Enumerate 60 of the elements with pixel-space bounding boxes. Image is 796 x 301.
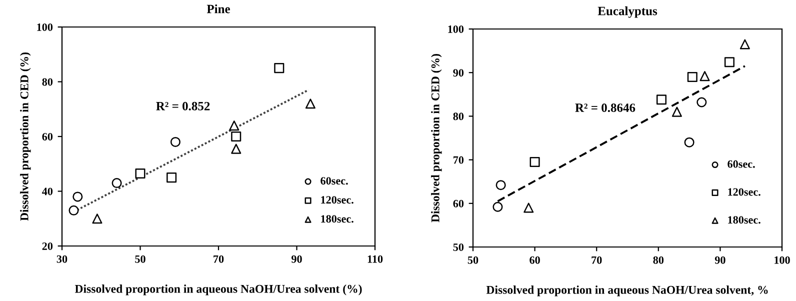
y-tick-label: 100	[37, 23, 53, 31]
x-tick-label: 70	[214, 255, 224, 263]
legend-label: 60sec.	[320, 177, 348, 185]
x-axis-title: Dissolved proportion in aqueous NaOH/Urea solvent (%)	[74, 284, 362, 296]
legend-label: 60sec.	[728, 160, 755, 168]
point	[672, 106, 682, 117]
point	[274, 63, 284, 74]
point	[68, 205, 79, 216]
y-axis-title: Dissolved proportion in CED (%)	[431, 54, 442, 222]
y-tick-label: 50	[453, 243, 464, 251]
x-tick-label: 60	[530, 256, 540, 264]
point	[524, 202, 534, 213]
chart-title: Pine	[206, 4, 230, 14]
point	[700, 71, 710, 82]
legend-label: 120sec.	[321, 196, 354, 204]
point	[684, 137, 694, 148]
x-tick-label: 70	[592, 256, 602, 264]
annotation: R² = 0.852	[156, 102, 210, 110]
y-axis-title: Dissolved proportion in CED (%)	[20, 52, 31, 221]
x-tick-label: 30	[56, 255, 68, 263]
y-tick-label: 20	[42, 242, 53, 250]
y-tick-label: 70	[453, 156, 464, 164]
chart-title: Eucalyptus	[598, 6, 658, 18]
x-tick-label: 110	[368, 255, 383, 263]
y-tick-label: 80	[42, 78, 53, 86]
y-tick-label: 90	[453, 69, 464, 77]
x-axis-title: Dissolved proportion in aqueous NaOH/Urea solvent, %	[486, 286, 768, 296]
point	[166, 172, 177, 183]
x-tick-label: 90	[714, 256, 726, 264]
x-tick-label: 80	[653, 256, 664, 264]
y-tick-label: 80	[453, 112, 464, 120]
legend-label: 120sec.	[728, 188, 760, 196]
point	[656, 94, 667, 105]
x-tick-label: 100	[774, 256, 790, 264]
point	[496, 180, 506, 190]
point	[740, 39, 750, 50]
y-tick-label: 60	[42, 132, 53, 140]
x-tick-label: 50	[135, 255, 146, 263]
y-tick-label: 100	[448, 25, 464, 33]
point	[112, 178, 122, 188]
y-tick-label: 60	[453, 200, 464, 208]
legend-label: 180sec.	[728, 216, 760, 224]
point	[696, 97, 707, 108]
point	[92, 214, 102, 224]
y-tick-label: 40	[42, 188, 53, 196]
point	[72, 192, 83, 202]
point	[229, 120, 240, 131]
point	[231, 131, 242, 142]
point	[305, 98, 316, 109]
x-tick-label: 50	[468, 256, 478, 264]
point	[724, 57, 734, 68]
point	[170, 136, 180, 147]
point	[530, 156, 540, 167]
point	[687, 72, 698, 82]
point	[135, 168, 146, 178]
x-tick-label: 90	[292, 255, 302, 263]
point	[231, 144, 242, 154]
annotation: R² = 0.8646	[575, 104, 636, 112]
legend-label: 180sec.	[321, 215, 354, 223]
point	[492, 202, 503, 212]
